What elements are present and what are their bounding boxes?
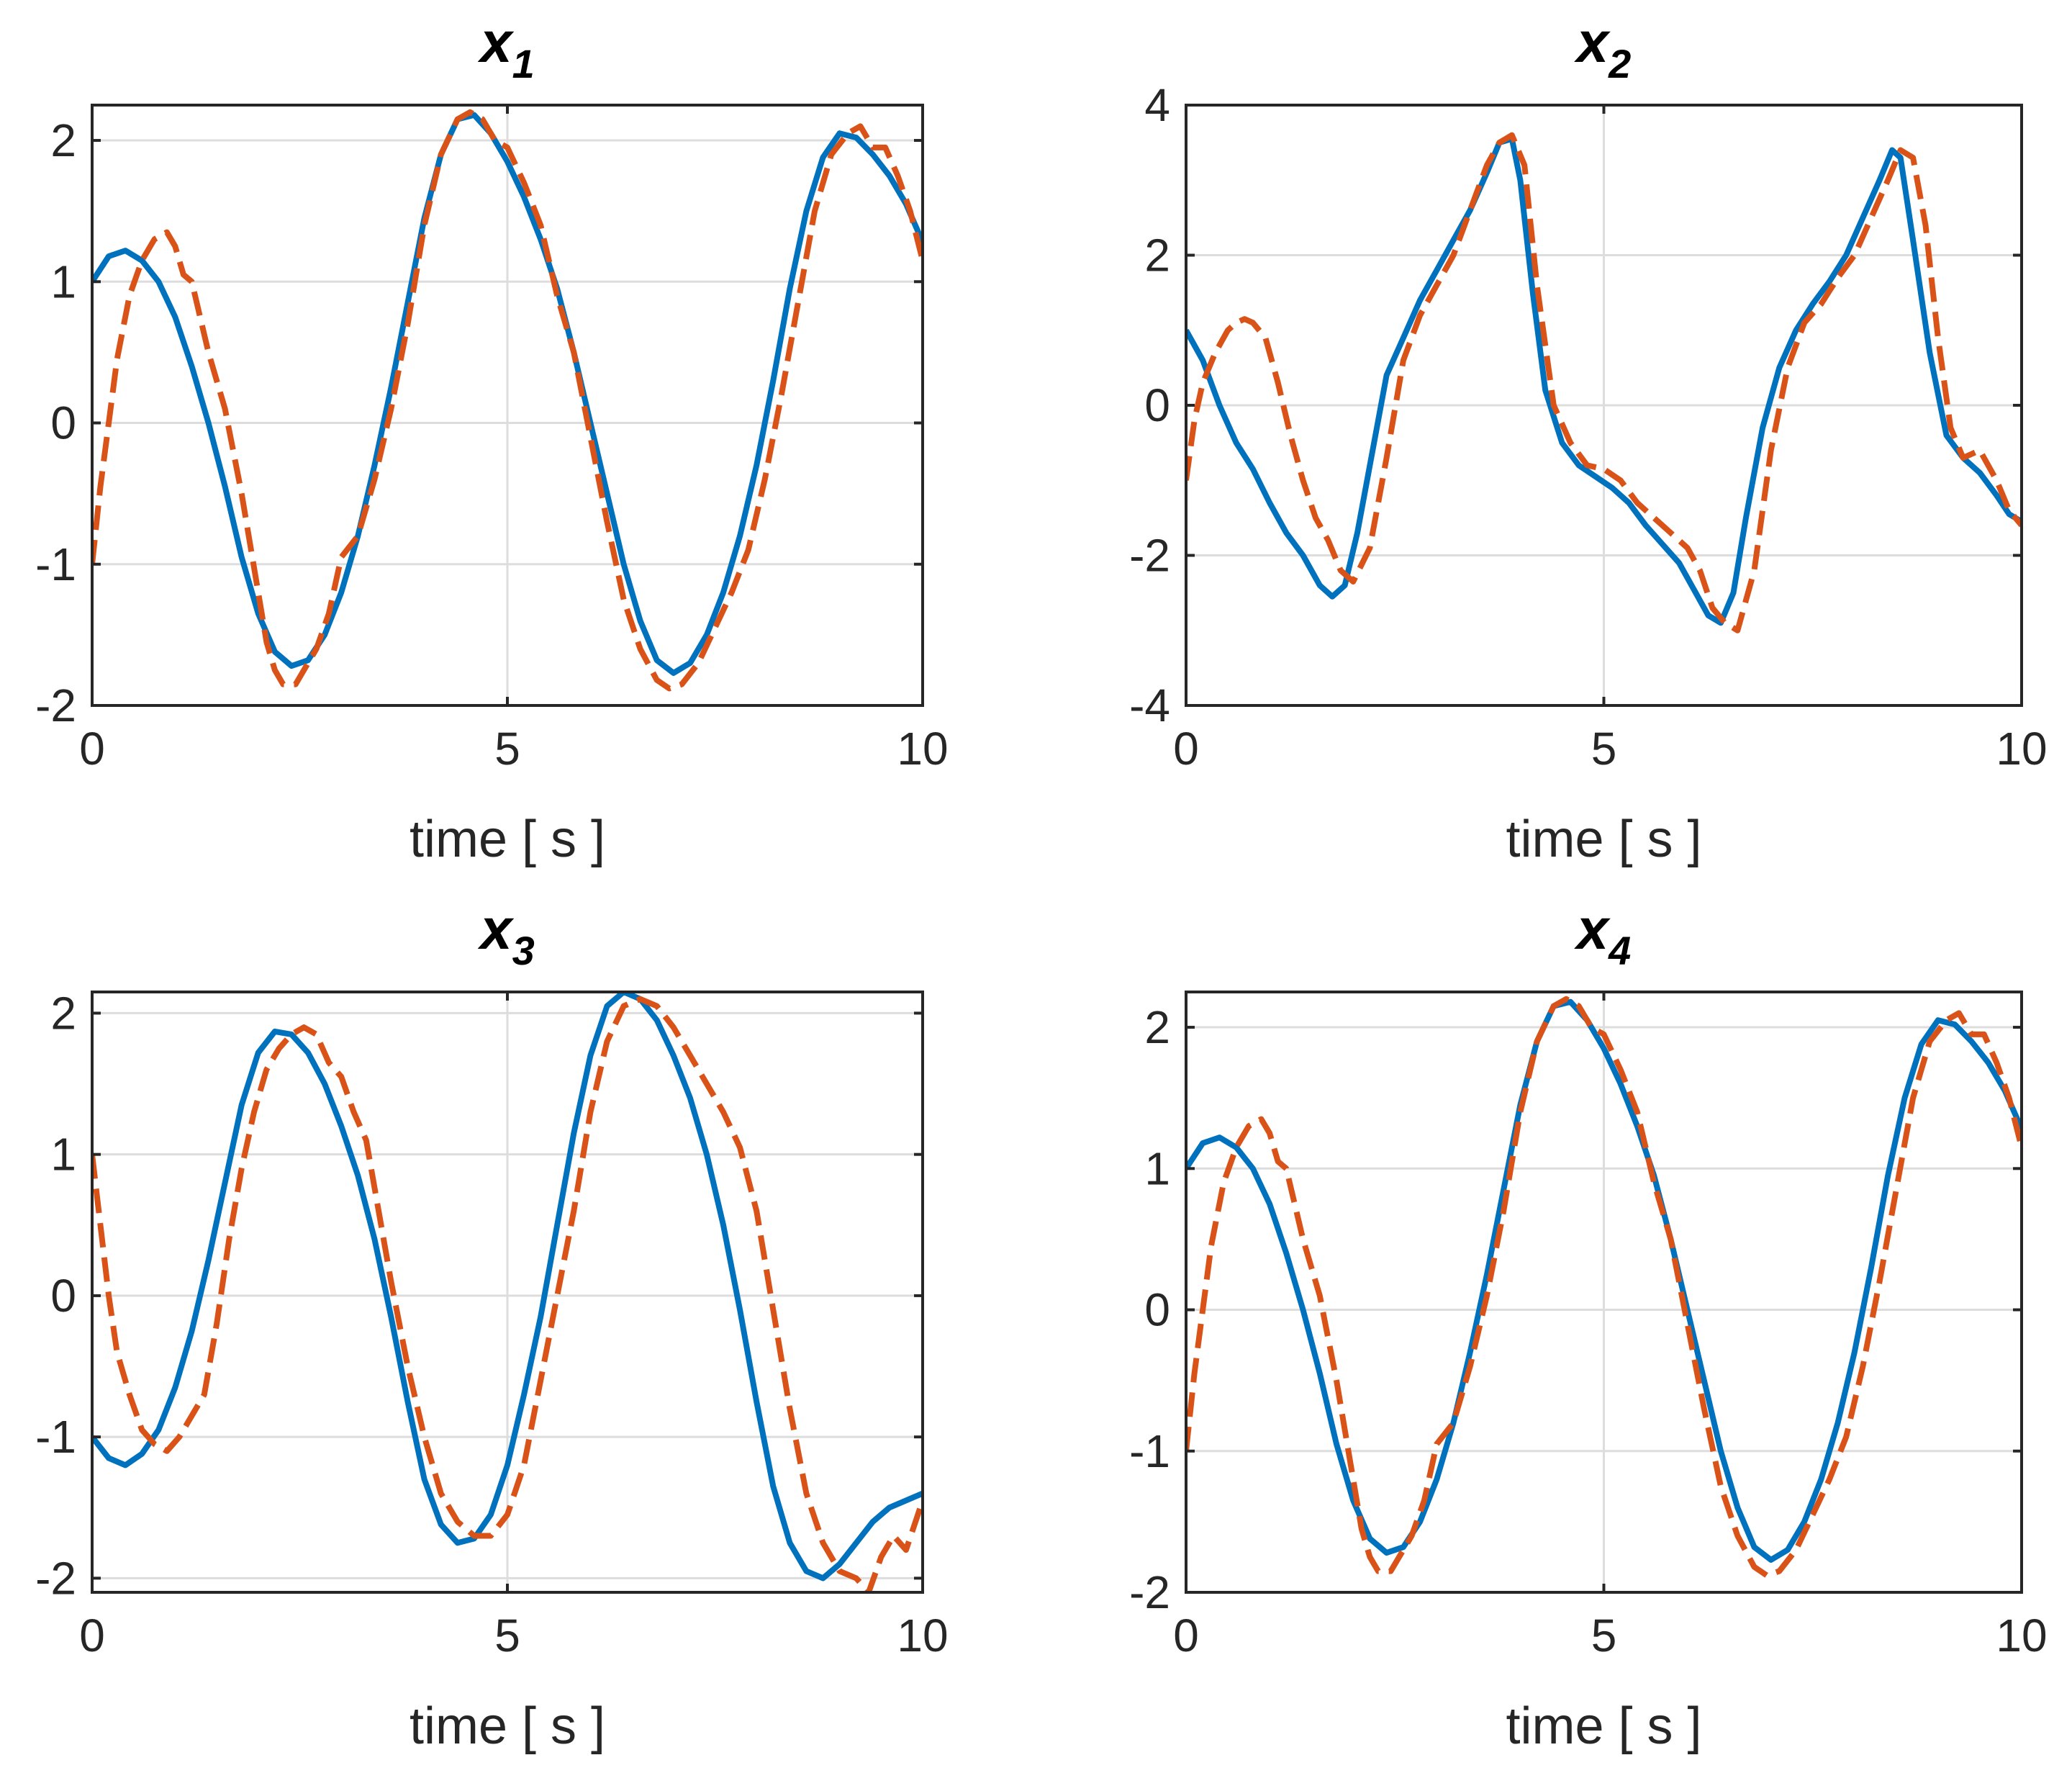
series-line-actual: [1186, 135, 2022, 626]
subplot-title: x4: [1574, 897, 1632, 973]
y-tick-label: 0: [1144, 379, 1170, 431]
title-variable: x: [1574, 897, 1611, 961]
y-tick-label: -1: [35, 538, 76, 590]
y-tick-label: -4: [1129, 680, 1170, 731]
y-tick-label: -1: [35, 1411, 76, 1463]
x-tick-label: 5: [494, 723, 520, 775]
title-subscript: 4: [1608, 928, 1631, 973]
x-tick-label: 0: [1173, 1610, 1199, 1661]
x-tick-label: 5: [1591, 1610, 1617, 1661]
x-tick-label: 5: [494, 1610, 520, 1661]
title-subscript: 2: [1608, 41, 1631, 86]
x-tick-label: 10: [1996, 1610, 2047, 1661]
y-tick-label: 2: [50, 987, 76, 1039]
series-line-actual: [1186, 998, 2022, 1563]
title-subscript: 1: [512, 41, 535, 86]
subplot-title: x1: [477, 10, 535, 86]
x-tick-label: 0: [79, 1610, 105, 1661]
y-tick-label: 1: [50, 256, 76, 307]
x-tick-label: 10: [1996, 723, 2047, 775]
title-variable: x: [477, 10, 515, 74]
y-tick-label: 2: [1144, 230, 1170, 281]
x-axis-label: time [ s ]: [1506, 1697, 1701, 1755]
y-tick-label: 1: [1144, 1142, 1170, 1194]
x-axis-label: time [ s ]: [1506, 811, 1701, 868]
subplot-title: x2: [1574, 10, 1632, 86]
subplot-x3: 0 5 10 -2 -1 0 1 2 time [ s ] x3: [35, 897, 949, 1755]
x-tick-label: 10: [897, 723, 948, 775]
y-tick-label: -2: [1129, 1566, 1170, 1618]
x-tick-label: 0: [79, 723, 105, 775]
x-axis-label: time [ s ]: [410, 811, 605, 868]
subplot-title: x3: [477, 897, 535, 973]
y-tick-label: 1: [50, 1129, 76, 1181]
title-variable: x: [477, 897, 515, 961]
series-line-actual: [92, 112, 923, 676]
title-variable: x: [1574, 10, 1611, 74]
y-tick-label: 0: [50, 397, 76, 449]
series-line-estimate: [1186, 132, 2022, 633]
y-tick-label: 0: [1144, 1284, 1170, 1336]
subplot-x4: 0 5 10 -2 -1 0 1 2 time [ s ] x4: [1129, 897, 2048, 1755]
x-axis-label: time [ s ]: [410, 1697, 605, 1755]
y-tick-label: -2: [35, 1552, 76, 1604]
y-tick-label: -1: [1129, 1425, 1170, 1477]
y-tick-label: 0: [50, 1270, 76, 1322]
x-tick-label: 10: [897, 1610, 948, 1661]
y-tick-label: -2: [35, 680, 76, 731]
y-tick-label: 2: [1144, 1001, 1170, 1053]
y-tick-label: -2: [1129, 530, 1170, 582]
title-subscript: 3: [512, 928, 535, 973]
x-tick-label: 5: [1591, 723, 1617, 775]
y-tick-label: 4: [1144, 79, 1170, 131]
series-line-estimate: [1186, 996, 2022, 1579]
series-line-estimate: [92, 996, 923, 1592]
series-line-estimate: [92, 109, 923, 692]
series-line-actual: [92, 992, 923, 1582]
x-tick-label: 0: [1173, 723, 1199, 775]
y-tick-label: 2: [50, 114, 76, 166]
